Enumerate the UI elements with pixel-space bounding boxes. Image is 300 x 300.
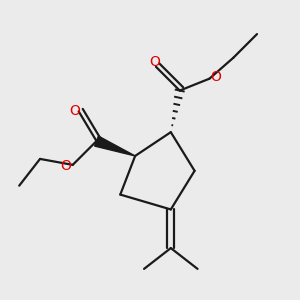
Text: O: O [211, 70, 221, 84]
Text: O: O [61, 159, 72, 173]
Text: O: O [149, 55, 160, 69]
Text: O: O [69, 104, 80, 118]
Polygon shape [94, 136, 135, 156]
